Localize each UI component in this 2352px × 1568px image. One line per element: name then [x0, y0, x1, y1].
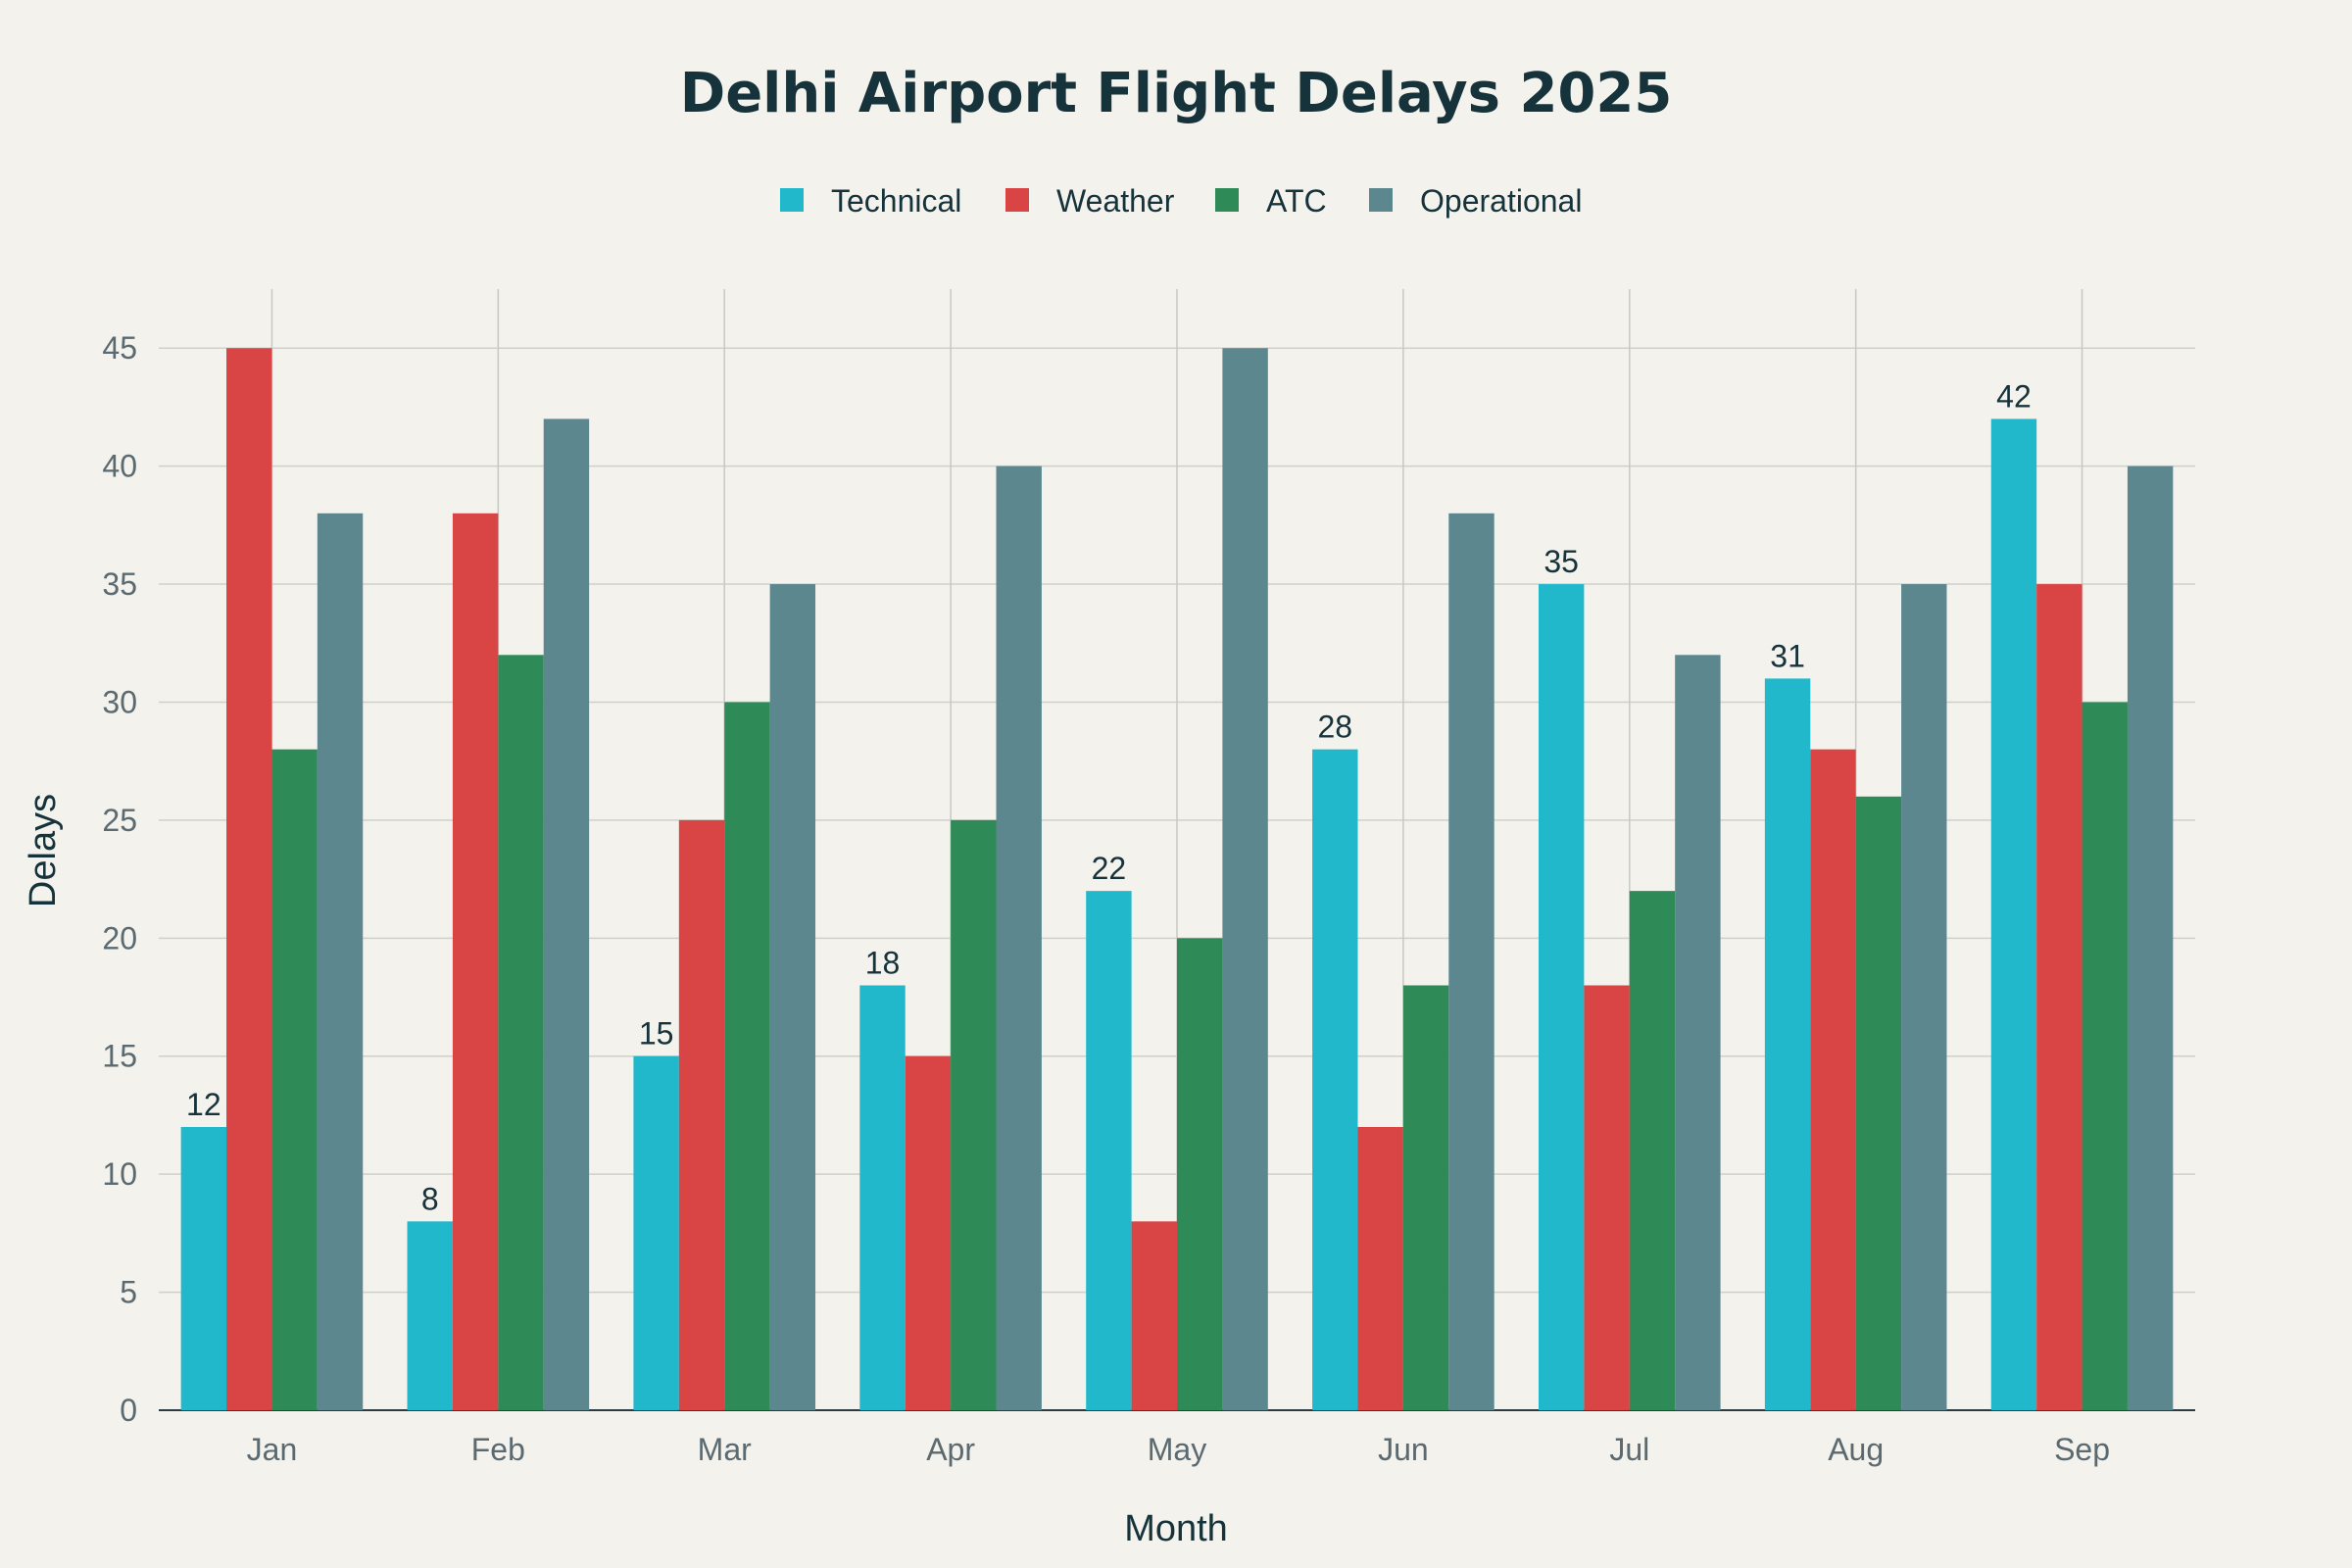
- data-label: 31: [1770, 638, 1805, 673]
- data-label: 22: [1092, 851, 1127, 886]
- data-labels: 12 8 15 18 22 28 35 31 42: [186, 378, 2032, 1216]
- bar-atc-apr: [951, 819, 997, 1410]
- legend-label: Operational: [1420, 183, 1582, 219]
- bar-weather-mar: [678, 819, 725, 1410]
- y-tick-label: 0: [120, 1393, 137, 1428]
- bar-weather-jan: [226, 348, 272, 1410]
- bar-atc-mar: [724, 702, 770, 1410]
- bar-technical-sep: [1990, 418, 2037, 1411]
- bar-operational-sep: [2127, 466, 2174, 1410]
- bar-atc-jan: [271, 749, 318, 1410]
- bar-operational-apr: [996, 466, 1042, 1410]
- x-tick-label: Feb: [471, 1432, 525, 1467]
- data-label: 15: [639, 1016, 674, 1052]
- y-axis-ticks: 0 5 10 15 20 25 30 35 40 45: [102, 330, 137, 1428]
- legend-swatch: [1215, 188, 1239, 212]
- bar-atc-may: [1177, 938, 1223, 1410]
- bar-operational-jun: [1448, 513, 1494, 1410]
- bar-atc-jul: [1629, 891, 1676, 1410]
- bar-technical-jan: [180, 1126, 227, 1410]
- legend-item-atc[interactable]: ATC: [1215, 183, 1327, 219]
- y-axis-title: Delays: [23, 794, 64, 907]
- bar-weather-aug: [1810, 749, 1856, 1410]
- bar-operational-jul: [1675, 655, 1721, 1410]
- bar-operational-may: [1222, 348, 1268, 1410]
- legend-swatch: [1005, 188, 1029, 212]
- y-tick-label: 25: [102, 803, 137, 838]
- legend-label: ATC: [1266, 183, 1327, 219]
- bar-weather-jun: [1357, 1126, 1403, 1410]
- bar-technical-mar: [633, 1055, 679, 1410]
- bar-operational-jan: [317, 513, 364, 1410]
- bar-technical-aug: [1764, 678, 1811, 1410]
- bar-technical-jun: [1312, 749, 1358, 1410]
- y-tick-label: 20: [102, 920, 137, 956]
- x-axis-title: Month: [1124, 1508, 1228, 1549]
- x-tick-label: Jan: [247, 1432, 298, 1467]
- x-tick-label: Mar: [698, 1432, 752, 1467]
- bar-technical-jul: [1538, 584, 1585, 1410]
- y-tick-label: 45: [102, 330, 137, 366]
- legend-item-operational[interactable]: Operational: [1369, 183, 1582, 219]
- y-tick-label: 40: [102, 449, 137, 484]
- legend-item-weather[interactable]: Weather: [1005, 183, 1175, 219]
- data-label: 35: [1544, 544, 1579, 579]
- x-tick-label: Aug: [1828, 1432, 1884, 1467]
- bar-weather-sep: [2036, 584, 2082, 1410]
- x-tick-label: Sep: [2054, 1432, 2110, 1467]
- bar-technical-apr: [859, 985, 906, 1410]
- bar-operational-aug: [1901, 584, 1947, 1410]
- data-label: 28: [1317, 710, 1352, 745]
- bar-atc-jun: [1402, 985, 1449, 1410]
- legend-label: Weather: [1056, 183, 1175, 219]
- bar-weather-jul: [1584, 985, 1630, 1410]
- chart-title: Delhi Airport Flight Delays 2025: [680, 62, 1673, 125]
- legend-swatch: [780, 188, 804, 212]
- y-tick-label: 30: [102, 684, 137, 719]
- bar-technical-may: [1086, 891, 1132, 1410]
- legend-label: Technical: [831, 183, 961, 219]
- legend-swatch: [1369, 188, 1393, 212]
- bar-technical-feb: [407, 1221, 453, 1410]
- bar-operational-feb: [543, 418, 590, 1411]
- bar-atc-feb: [498, 655, 544, 1410]
- legend-item-technical[interactable]: Technical: [780, 183, 961, 219]
- bar-weather-may: [1131, 1221, 1177, 1410]
- data-label: 18: [865, 945, 901, 980]
- y-tick-label: 35: [102, 566, 137, 602]
- bar-weather-feb: [452, 513, 499, 1410]
- x-axis-ticks: Jan Feb Mar Apr May Jun Jul Aug Sep: [247, 1432, 2110, 1467]
- y-tick-label: 10: [102, 1156, 137, 1192]
- data-label: 42: [1996, 378, 2032, 414]
- x-tick-label: May: [1148, 1432, 1206, 1467]
- bar-atc-sep: [2082, 702, 2128, 1410]
- x-tick-label: Jul: [1609, 1432, 1649, 1467]
- bar-weather-apr: [905, 1055, 952, 1410]
- y-tick-label: 5: [120, 1275, 137, 1310]
- data-label: 8: [421, 1181, 439, 1216]
- y-tick-label: 15: [102, 1039, 137, 1074]
- x-tick-label: Apr: [926, 1432, 975, 1467]
- bar-atc-aug: [1855, 796, 1902, 1410]
- bars: [180, 348, 2174, 1411]
- data-label: 12: [186, 1087, 221, 1122]
- x-tick-label: Jun: [1378, 1432, 1429, 1467]
- bar-operational-mar: [769, 584, 816, 1410]
- legend: Technical Weather ATC Operational: [780, 183, 1582, 219]
